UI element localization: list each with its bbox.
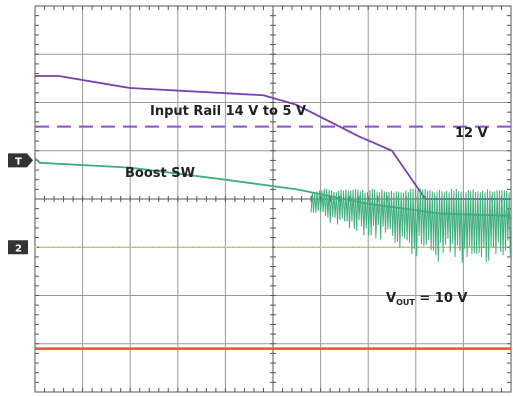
reference-lines bbox=[35, 125, 511, 248]
traces bbox=[34, 75, 512, 350]
channel-marker: T bbox=[8, 153, 33, 168]
vout-subscript: OUT bbox=[396, 298, 415, 307]
channel-marker-shape bbox=[8, 240, 28, 255]
channel-marker: 2 bbox=[8, 240, 28, 255]
vout-main: V bbox=[386, 291, 396, 306]
trace-line bbox=[35, 75, 511, 200]
trigger-marker-shape bbox=[8, 153, 33, 168]
grid bbox=[34, 5, 512, 393]
vout-value: = 10 V bbox=[415, 291, 468, 306]
vout-label: VOUT = 10 V bbox=[386, 291, 467, 307]
twelve-v-label: 12 V bbox=[455, 126, 488, 141]
input-rail-label: Input Rail 14 V to 5 V bbox=[150, 104, 306, 119]
channel-marker-label: T bbox=[15, 156, 22, 167]
boost-sw-label: Boost SW bbox=[125, 166, 195, 181]
channel-marker-label: 2 bbox=[15, 243, 22, 254]
channel-markers: T2 bbox=[8, 153, 33, 255]
switching-burst bbox=[310, 188, 511, 263]
